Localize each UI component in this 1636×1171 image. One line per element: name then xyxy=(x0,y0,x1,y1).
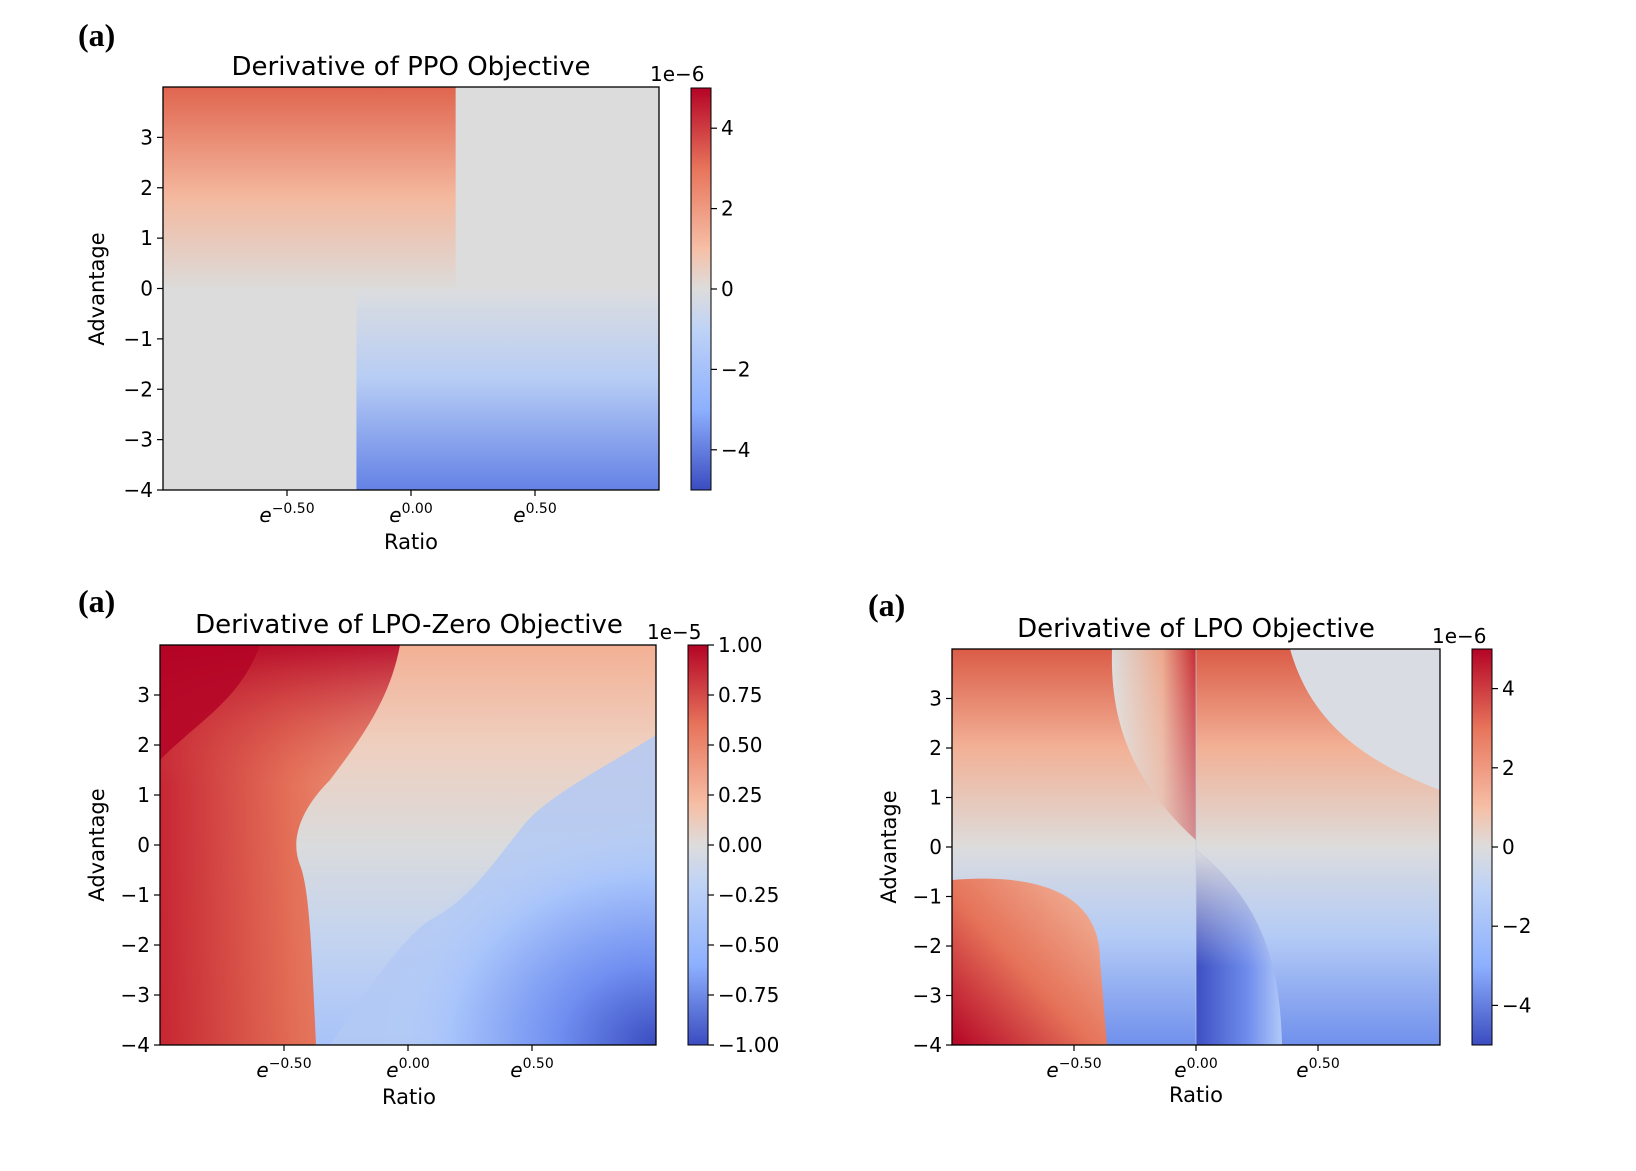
chart-title-ppo: Derivative of PPO Objective xyxy=(231,52,590,82)
y-tick-label: 2 xyxy=(929,736,942,760)
heatmap-ppo-negative-region xyxy=(356,288,659,490)
y-tick-label: 1 xyxy=(137,783,150,807)
panel-label-lpo: (a) xyxy=(868,587,905,623)
lpo-panel: (a) Derivative of LPO Objective 3 2 1 0 −1 −2… xyxy=(868,587,1531,1107)
y-tick-label: −4 xyxy=(913,1033,942,1057)
y-axis-label-lpo: Advantage xyxy=(877,790,901,903)
colorbar-tick-label: −1.00 xyxy=(718,1033,779,1057)
x-tick-label: e−0.50 xyxy=(256,1056,311,1082)
y-tick-label: 0 xyxy=(140,277,153,301)
chart-title-lpo: Derivative of LPO Objective xyxy=(1017,614,1375,644)
lpo-zero-panel: (a) Derivative of LPO-Zero Objective 3 2 1… xyxy=(78,583,779,1109)
heatmap-lpo-zero-max-corner xyxy=(160,645,260,760)
heatmap-lpo-zero-strong-negative xyxy=(380,820,656,1045)
y-tick-label: −1 xyxy=(913,885,942,909)
colorbar-multiplier-lpo-zero: 1e−5 xyxy=(647,620,702,644)
heatmap-lpo-zero xyxy=(160,645,656,1045)
colorbar-tick-label: 0.75 xyxy=(718,683,763,707)
colorbar-ppo xyxy=(690,87,712,491)
x-tick-label: e0.00 xyxy=(386,1056,429,1082)
axes-ppo: 3 2 1 0 −1 −2 −3 −4 e−0.50 e0.00 e0.50 xyxy=(124,125,557,527)
colorbar-ticks-ppo: 4 2 0 −2 −4 xyxy=(711,116,750,462)
colorbar-tick-label: 1.00 xyxy=(718,633,763,657)
x-tick-label: e0.00 xyxy=(389,501,432,527)
y-tick-label: −4 xyxy=(124,478,153,502)
y-axis-label-lpo-zero: Advantage xyxy=(85,788,109,901)
y-tick-label: 3 xyxy=(140,125,153,149)
colorbar-tick-label: 2 xyxy=(721,197,734,221)
colorbar-multiplier-ppo: 1e−6 xyxy=(650,62,705,86)
colorbar-tick-label: 4 xyxy=(1502,677,1515,701)
y-tick-label: 3 xyxy=(137,683,150,707)
x-axis-label-lpo: Ratio xyxy=(1169,1083,1223,1107)
panel-label-lpo-zero: (a) xyxy=(78,583,115,619)
heatmap-lpo-upper-right-neutral xyxy=(1290,649,1440,790)
y-tick-label: −3 xyxy=(913,984,942,1008)
ppo-panel: (a) Derivative of PPO Objective 3 2 1 0 −1 −2… xyxy=(78,17,750,554)
heatmap-ppo xyxy=(163,87,659,490)
heatmap-lpo-upper-strip-fade xyxy=(1111,649,1196,840)
colorbar-tick-label: 0 xyxy=(1502,835,1515,859)
colorbar-multiplier-lpo: 1e−6 xyxy=(1432,624,1487,648)
colorbar-tick-label: 0.50 xyxy=(718,733,763,757)
panel-label-ppo: (a) xyxy=(78,17,115,53)
x-tick-label: e0.50 xyxy=(510,1056,553,1082)
x-tick-label: e−0.50 xyxy=(259,501,314,527)
heatmap-lpo-zero-positive-shading xyxy=(160,645,400,1045)
heatmap-lpo-lower-left-positive xyxy=(952,878,1107,1045)
colorbar-lpo-zero xyxy=(687,644,709,1046)
heatmap-lpo-lower-strip-fade xyxy=(1196,850,1282,1045)
colorbar-tick-label: 2 xyxy=(1502,756,1515,780)
y-tick-label: −4 xyxy=(121,1033,150,1057)
colorbar-tick-label: 0 xyxy=(721,277,734,301)
chart-title-lpo-zero: Derivative of LPO-Zero Objective xyxy=(195,610,623,640)
y-tick-label: 2 xyxy=(140,176,153,200)
y-tick-label: 2 xyxy=(137,733,150,757)
y-tick-label: 3 xyxy=(929,687,942,711)
y-tick-label: −2 xyxy=(121,933,150,957)
colorbar-lpo xyxy=(1471,648,1493,1046)
y-tick-label: −2 xyxy=(124,377,153,401)
colorbar-tick-label: 0.00 xyxy=(718,833,763,857)
colorbar-ticks-lpo-zero: 1.00 0.75 0.50 0.25 0.00 −0.25 −0.50 −0.75 −1.00 xyxy=(708,633,779,1057)
colorbar-tick-label: −0.50 xyxy=(718,933,779,957)
x-tick-label: e0.00 xyxy=(1174,1056,1217,1082)
colorbar-tick-label: −4 xyxy=(1502,993,1531,1017)
y-tick-label: −1 xyxy=(124,327,153,351)
y-tick-label: 1 xyxy=(140,226,153,250)
x-tick-label: e0.50 xyxy=(1296,1056,1339,1082)
y-tick-label: −3 xyxy=(124,428,153,452)
axes-lpo: 3 2 1 0 −1 −2 −3 −4 e−0.50 e0.00 e0.50 xyxy=(913,687,1340,1083)
colorbar-tick-label: 4 xyxy=(721,116,734,140)
heatmap-lpo xyxy=(952,649,1440,1045)
x-axis-label-lpo-zero: Ratio xyxy=(382,1085,436,1109)
colorbar-tick-label: 0.25 xyxy=(718,783,763,807)
colorbar-tick-label: −2 xyxy=(721,357,750,381)
colorbar-tick-label: −0.25 xyxy=(718,883,779,907)
x-tick-label: e−0.50 xyxy=(1046,1056,1101,1082)
colorbar-tick-label: −0.75 xyxy=(718,983,779,1007)
y-tick-label: 1 xyxy=(929,786,942,810)
colorbar-tick-label: −4 xyxy=(721,438,750,462)
x-axis-label-ppo: Ratio xyxy=(384,530,438,554)
y-tick-label: 0 xyxy=(137,833,150,857)
y-tick-label: −2 xyxy=(913,934,942,958)
y-axis-label-ppo: Advantage xyxy=(85,232,109,345)
x-tick-label: e0.50 xyxy=(513,501,556,527)
colorbar-tick-label: −2 xyxy=(1502,914,1531,938)
y-tick-label: 0 xyxy=(929,835,942,859)
axes-lpo-zero: 3 2 1 0 −1 −2 −3 −4 e−0.50 e0.00 e0.50 xyxy=(121,683,554,1082)
heatmap-ppo-positive-region xyxy=(163,87,456,289)
colorbar-ticks-lpo: 4 2 0 −2 −4 xyxy=(1492,677,1531,1017)
y-tick-label: −3 xyxy=(121,983,150,1007)
y-tick-label: −1 xyxy=(121,883,150,907)
